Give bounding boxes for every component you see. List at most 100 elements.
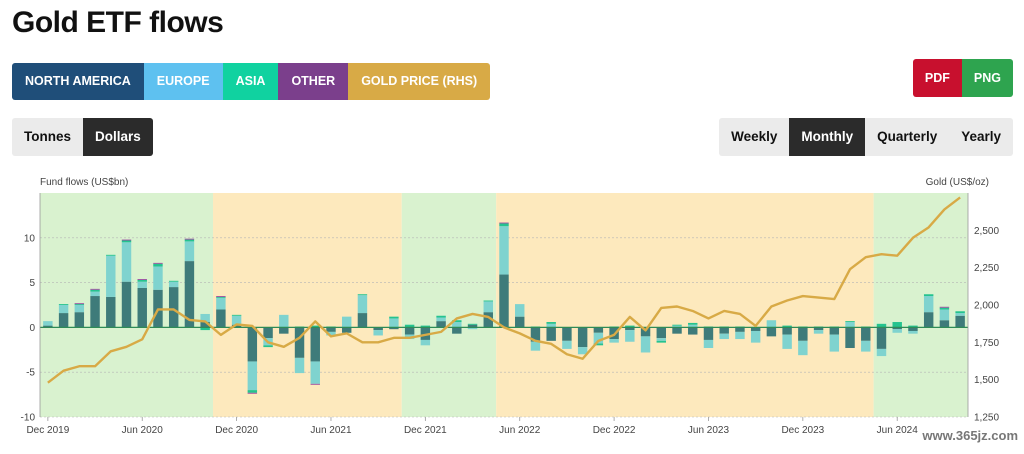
bar-segment <box>247 361 258 391</box>
left-tick-label: 5 <box>29 278 35 289</box>
frequency-toggle: Weekly Monthly Quarterly Yearly <box>719 118 1013 156</box>
bar-segment <box>876 327 887 349</box>
bar-segment <box>892 322 902 328</box>
bar-segment <box>310 361 320 384</box>
bar-segment <box>153 263 163 267</box>
bar-segment <box>735 331 745 340</box>
flow-bars <box>43 222 965 394</box>
background-band <box>873 193 968 417</box>
bar-segment <box>231 315 242 325</box>
bar-segment <box>452 322 462 328</box>
bar-segment <box>609 339 619 343</box>
bar-segment <box>137 279 147 280</box>
bar-segment <box>562 327 572 341</box>
bar-segment <box>593 327 604 333</box>
bar-segment <box>216 309 226 328</box>
x-tick-label: Jun 2023 <box>688 425 730 436</box>
bar-segment <box>955 315 965 328</box>
bar-segment <box>58 305 69 314</box>
weekly-button[interactable]: Weekly <box>719 118 790 156</box>
bar-segment <box>845 322 855 328</box>
bar-segment <box>656 340 667 343</box>
bar-segment <box>404 324 415 328</box>
bar-segment <box>908 325 918 328</box>
png-button[interactable]: PNG <box>961 59 1013 97</box>
tonnes-button[interactable]: Tonnes <box>12 118 83 156</box>
bar-segment <box>672 327 682 334</box>
legend-gold-price[interactable]: GOLD PRICE (RHS) <box>348 63 491 100</box>
background-band <box>496 193 874 417</box>
bar-segment <box>373 327 383 331</box>
bar-segment <box>719 327 729 334</box>
bar-segment <box>656 327 667 339</box>
background-bands <box>40 193 968 417</box>
bar-segment <box>499 222 509 224</box>
left-tick-label: 10 <box>24 233 36 244</box>
bar-segment <box>310 327 320 362</box>
bar-segment <box>404 327 415 335</box>
bar-segment <box>200 313 210 323</box>
bar-segment <box>813 327 824 331</box>
bar-segment <box>813 330 824 334</box>
legend-other[interactable]: OTHER <box>278 63 349 100</box>
bar-segment <box>530 341 541 351</box>
background-band <box>401 193 497 417</box>
monthly-button[interactable]: Monthly <box>789 118 866 156</box>
bar-segment <box>137 287 147 328</box>
bar-segment <box>939 307 950 310</box>
bar-segment <box>43 325 53 328</box>
bar-segment <box>688 324 698 328</box>
left-tick-label: -5 <box>26 368 35 379</box>
legend-europe[interactable]: EUROPE <box>143 63 223 100</box>
bar-segment <box>216 296 226 297</box>
bar-segment <box>955 311 965 314</box>
bar-segment <box>326 331 336 336</box>
bar-segment <box>326 327 336 332</box>
bar-segment <box>74 305 85 313</box>
background-band <box>213 193 402 417</box>
bar-segment <box>294 357 305 374</box>
bar-segment <box>640 336 651 353</box>
bar-segment <box>74 304 85 305</box>
bar-segment <box>216 296 226 298</box>
bar-segment <box>892 329 902 333</box>
bar-segment <box>389 327 399 330</box>
bar-segment <box>106 296 116 328</box>
bar-segment <box>121 281 132 328</box>
bar-segment <box>640 327 651 337</box>
yearly-button[interactable]: Yearly <box>949 118 1013 156</box>
bar-segment <box>247 390 258 393</box>
bar-segment <box>436 317 446 322</box>
bar-segment <box>58 313 69 328</box>
pdf-button[interactable]: PDF <box>912 59 962 97</box>
bar-segment <box>467 323 478 325</box>
bar-segment <box>106 254 116 256</box>
bar-segment <box>184 238 195 240</box>
bar-segment <box>341 327 352 333</box>
dollars-button[interactable]: Dollars <box>83 118 153 156</box>
quarterly-button[interactable]: Quarterly <box>865 118 950 156</box>
bar-segment <box>90 291 100 297</box>
bar-segment <box>688 327 698 335</box>
bar-segment <box>279 314 289 328</box>
x-tick-label: Dec 2021 <box>404 425 447 436</box>
bar-segment <box>782 327 792 335</box>
bar-segment <box>876 323 887 328</box>
legend-north-america[interactable]: NORTH AMERICA <box>12 63 144 100</box>
bar-segment <box>861 327 871 341</box>
bar-segment <box>829 334 840 352</box>
legend-bar: NORTH AMERICA EUROPE ASIA OTHER GOLD PRI… <box>12 63 491 100</box>
bar-segment <box>499 226 509 275</box>
bar-segment <box>593 343 604 346</box>
bar-segment <box>436 315 446 318</box>
bar-segment <box>231 324 242 328</box>
bar-segment <box>939 309 950 321</box>
legend-asia[interactable]: ASIA <box>222 63 279 100</box>
bar-segment <box>955 313 965 316</box>
bar-segment <box>656 338 667 341</box>
bar-segment <box>908 327 918 331</box>
x-tick-label: Jun 2022 <box>499 425 541 436</box>
bar-segment <box>90 296 100 328</box>
bar-segment <box>625 327 635 331</box>
